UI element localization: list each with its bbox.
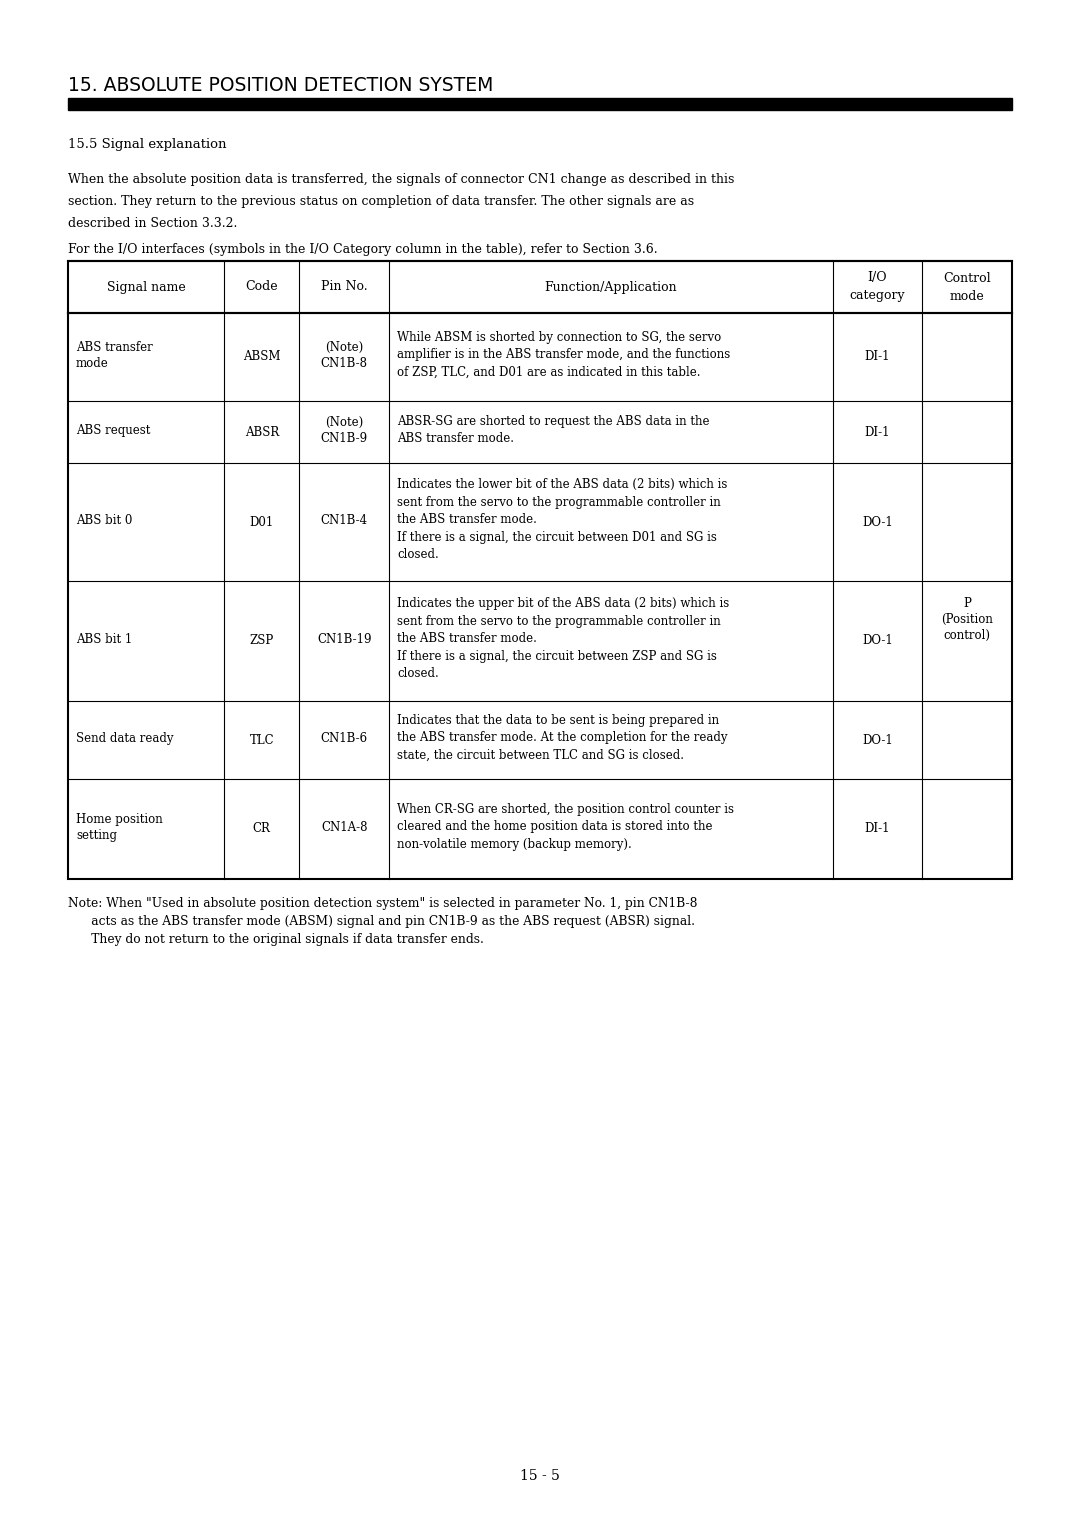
Text: ZSP: ZSP (249, 634, 274, 648)
Text: Code: Code (245, 281, 278, 293)
Text: section. They return to the previous status on completion of data transfer. The : section. They return to the previous sta… (68, 196, 694, 208)
Text: (Position: (Position (941, 613, 994, 626)
Text: DO-1: DO-1 (862, 515, 893, 529)
Text: state, the circuit between TLC and SG is closed.: state, the circuit between TLC and SG is… (397, 749, 684, 762)
Text: 15 - 5: 15 - 5 (521, 1468, 559, 1484)
Text: the ABS transfer mode. At the completion for the ready: the ABS transfer mode. At the completion… (397, 732, 728, 744)
Text: CN1B-19: CN1B-19 (318, 633, 372, 646)
Text: ABSR-SG are shorted to request the ABS data in the: ABSR-SG are shorted to request the ABS d… (397, 414, 710, 428)
Text: Home position: Home position (76, 813, 163, 827)
Text: the ABS transfer mode.: the ABS transfer mode. (397, 633, 537, 645)
Bar (68, 261, 1012, 879)
Text: closed.: closed. (397, 668, 438, 680)
Text: DI-1: DI-1 (865, 350, 890, 364)
Text: mode: mode (949, 289, 985, 303)
Text: ABSR: ABSR (244, 425, 279, 439)
Text: CN1B-6: CN1B-6 (321, 732, 368, 746)
Text: Indicates the upper bit of the ABS data (2 bits) which is: Indicates the upper bit of the ABS data … (397, 597, 729, 610)
Text: acts as the ABS transfer mode (ABSM) signal and pin CN1B-9 as the ABS request (A: acts as the ABS transfer mode (ABSM) sig… (68, 915, 696, 927)
Text: They do not return to the original signals if data transfer ends.: They do not return to the original signa… (68, 934, 484, 946)
Text: Control: Control (943, 272, 991, 284)
Text: (Note): (Note) (325, 416, 363, 429)
Text: (Note): (Note) (325, 341, 363, 354)
Text: sent from the servo to the programmable controller in: sent from the servo to the programmable … (397, 495, 720, 509)
Text: the ABS transfer mode.: the ABS transfer mode. (397, 513, 537, 526)
Text: DO-1: DO-1 (862, 634, 893, 648)
Text: ABS request: ABS request (76, 423, 150, 437)
Text: ABS transfer mode.: ABS transfer mode. (397, 432, 514, 445)
Text: Send data ready: Send data ready (76, 732, 174, 746)
Text: If there is a signal, the circuit between D01 and SG is: If there is a signal, the circuit betwee… (397, 530, 717, 544)
Text: CN1B-9: CN1B-9 (321, 432, 368, 445)
Text: of ZSP, TLC, and D01 are as indicated in this table.: of ZSP, TLC, and D01 are as indicated in… (397, 365, 701, 379)
Text: Indicates that the data to be sent is being prepared in: Indicates that the data to be sent is be… (397, 714, 719, 727)
Text: category: category (850, 289, 905, 303)
Text: CN1B-8: CN1B-8 (321, 358, 368, 370)
Text: ABS transfer: ABS transfer (76, 341, 152, 354)
Text: sent from the servo to the programmable controller in: sent from the servo to the programmable … (397, 614, 720, 628)
Text: 15. ABSOLUTE POSITION DETECTION SYSTEM: 15. ABSOLUTE POSITION DETECTION SYSTEM (68, 76, 494, 95)
Text: mode: mode (76, 358, 109, 370)
Text: TLC: TLC (249, 733, 274, 747)
Text: D01: D01 (249, 515, 274, 529)
Bar (68, 98, 1012, 110)
Text: P: P (963, 597, 971, 610)
Text: ABS bit 1: ABS bit 1 (76, 633, 132, 646)
Text: non-volatile memory (backup memory).: non-volatile memory (backup memory). (397, 837, 632, 851)
Text: 15.5 Signal explanation: 15.5 Signal explanation (68, 138, 227, 151)
Text: CN1B-4: CN1B-4 (321, 513, 368, 527)
Text: If there is a signal, the circuit between ZSP and SG is: If there is a signal, the circuit betwee… (397, 649, 717, 663)
Text: For the I/O interfaces (symbols in the I/O Category column in the table), refer : For the I/O interfaces (symbols in the I… (68, 243, 658, 257)
Text: CN1A-8: CN1A-8 (321, 821, 367, 834)
Text: When CR-SG are shorted, the position control counter is: When CR-SG are shorted, the position con… (397, 802, 734, 816)
Text: control): control) (944, 630, 990, 642)
Text: I/O: I/O (867, 272, 888, 284)
Text: DI-1: DI-1 (865, 425, 890, 439)
Text: When the absolute position data is transferred, the signals of connector CN1 cha: When the absolute position data is trans… (68, 173, 734, 186)
Text: Note: When "Used in absolute position detection system" is selected in parameter: Note: When "Used in absolute position de… (68, 897, 698, 911)
Text: ABS bit 0: ABS bit 0 (76, 513, 133, 527)
Text: Indicates the lower bit of the ABS data (2 bits) which is: Indicates the lower bit of the ABS data … (397, 478, 728, 490)
Text: While ABSM is shorted by connection to SG, the servo: While ABSM is shorted by connection to S… (397, 330, 721, 344)
Text: Signal name: Signal name (107, 281, 186, 293)
Text: DI-1: DI-1 (865, 822, 890, 836)
Text: setting: setting (76, 830, 117, 842)
Text: described in Section 3.3.2.: described in Section 3.3.2. (68, 217, 238, 231)
Text: ABSM: ABSM (243, 350, 281, 364)
Text: closed.: closed. (397, 549, 438, 561)
Text: amplifier is in the ABS transfer mode, and the functions: amplifier is in the ABS transfer mode, a… (397, 348, 730, 361)
Text: CR: CR (253, 822, 271, 836)
Text: Function/Application: Function/Application (544, 281, 677, 293)
Text: Pin No.: Pin No. (321, 281, 367, 293)
Text: DO-1: DO-1 (862, 733, 893, 747)
Text: cleared and the home position data is stored into the: cleared and the home position data is st… (397, 821, 713, 833)
